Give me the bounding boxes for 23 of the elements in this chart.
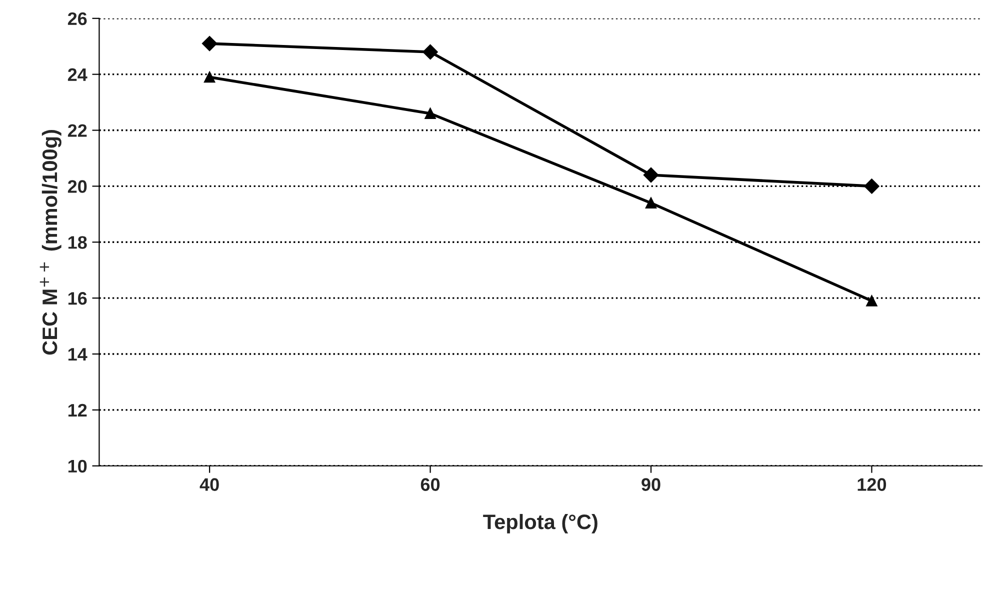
y-tick-label: 10 bbox=[68, 460, 87, 473]
point bbox=[202, 36, 218, 52]
point bbox=[204, 72, 216, 83]
point bbox=[866, 295, 878, 306]
y-tick-label: 14 bbox=[68, 348, 88, 361]
y-tick-label: 24 bbox=[68, 68, 88, 81]
y-tick-label: 22 bbox=[68, 124, 87, 137]
point bbox=[422, 44, 438, 60]
point bbox=[645, 197, 657, 209]
x-tick-label: 120 bbox=[858, 478, 886, 491]
x-tick-label: 40 bbox=[200, 478, 219, 491]
y-tick-label: 12 bbox=[68, 404, 87, 416]
y-tick-label: 20 bbox=[68, 180, 87, 193]
y-tick-label: 18 bbox=[68, 236, 87, 249]
point bbox=[864, 178, 880, 194]
x-axis-title: Teplota (°C) bbox=[483, 514, 598, 534]
point bbox=[643, 167, 659, 183]
y-tick-label: 16 bbox=[68, 292, 87, 305]
point bbox=[424, 108, 436, 120]
x-tick-label: 90 bbox=[642, 478, 660, 491]
y-axis-title: CEC M$^{++}$ (mmol/100g) bbox=[40, 130, 62, 355]
x-tick-label: 60 bbox=[420, 478, 440, 491]
y-tick-label: 26 bbox=[68, 12, 87, 26]
